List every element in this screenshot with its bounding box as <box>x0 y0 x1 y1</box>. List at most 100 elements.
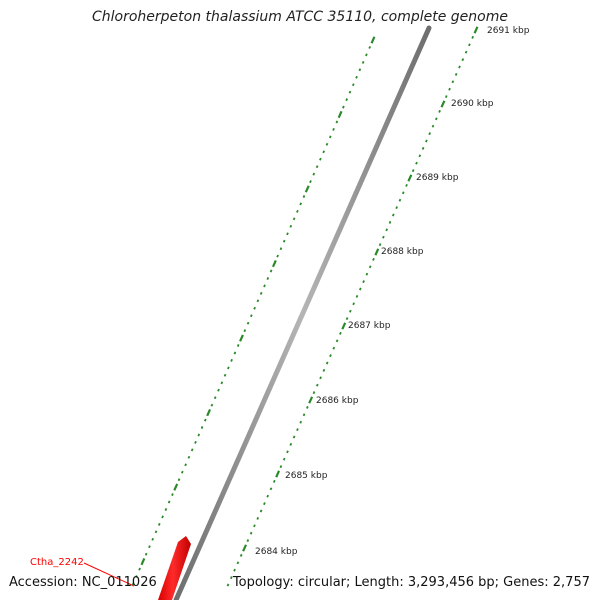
ruler-label-2685: 2685 kbp <box>285 471 328 481</box>
outer-track-major-tick <box>407 174 413 182</box>
outer-track-minor-tick <box>233 568 236 572</box>
inner-track-minor-tick <box>315 165 319 169</box>
inner-track-minor-tick <box>243 329 247 333</box>
inner-track-minor-tick <box>319 157 322 161</box>
map-title: Chloroherpeton thalassium ATCC 35110, co… <box>92 9 508 25</box>
outer-track-minor-tick <box>256 516 260 520</box>
inner-track-minor-tick <box>282 239 286 243</box>
gene-label-ctha-2242[interactable]: Ctha_2242 <box>30 557 84 568</box>
outer-track-minor-tick <box>299 420 303 424</box>
outer-track-minor-tick <box>272 479 276 483</box>
outer-track-minor-tick <box>401 191 405 195</box>
inner-track-minor-tick <box>361 60 365 64</box>
outer-track-minor-tick <box>438 109 441 113</box>
gene-feature-ctha-2242[interactable] <box>158 536 191 600</box>
inner-track-minor-tick <box>302 195 306 198</box>
outer-track-minor-tick <box>239 553 243 557</box>
inner-track-minor-tick <box>246 321 250 325</box>
outer-track-minor-tick <box>269 487 273 491</box>
inner-track-minor-tick <box>322 150 326 154</box>
inner-track-minor-tick <box>355 75 358 79</box>
outer-track-major-tick <box>374 248 380 256</box>
outer-track-minor-tick <box>382 235 385 239</box>
outer-track-minor-tick <box>246 539 250 543</box>
inner-track-minor-tick <box>263 284 266 288</box>
inner-track-minor-tick <box>184 463 187 467</box>
inner-track-major-tick <box>304 185 310 193</box>
inner-track-minor-tick <box>259 291 263 295</box>
outer-track-minor-tick <box>345 317 349 321</box>
outer-track-minor-tick <box>322 368 326 372</box>
outer-track-major-tick <box>242 544 248 552</box>
outer-track-minor-tick <box>464 50 468 54</box>
inner-track-minor-tick <box>266 277 270 280</box>
inner-track-minor-tick <box>342 105 345 109</box>
inner-track-minor-tick <box>144 552 148 556</box>
inner-track-minor-tick <box>187 455 191 459</box>
outer-track-minor-tick <box>415 161 418 165</box>
inner-track-minor-tick <box>220 381 224 385</box>
accession-label: Accession: NC_011026 <box>9 575 157 590</box>
outer-track-major-tick <box>308 396 314 404</box>
outer-track-minor-tick <box>253 524 256 528</box>
inner-track-minor-tick <box>269 269 273 273</box>
outer-track-minor-tick <box>444 95 448 99</box>
outer-track-minor-tick <box>259 509 263 513</box>
outer-track-minor-tick <box>388 220 392 224</box>
inner-track-minor-tick <box>154 530 158 534</box>
inner-track-minor-tick <box>151 537 155 541</box>
inner-track-minor-tick <box>161 515 164 519</box>
outer-track-minor-tick <box>325 361 329 365</box>
inner-track-minor-tick <box>312 172 316 176</box>
outer-track-minor-tick <box>263 502 266 506</box>
inner-track-minor-tick <box>328 135 332 139</box>
outer-track-minor-tick <box>418 154 422 158</box>
outer-track-minor-tick <box>306 405 309 409</box>
inner-track-major-tick <box>239 334 244 342</box>
outer-track-minor-tick <box>355 294 359 298</box>
inner-track-minor-tick <box>351 83 355 87</box>
outer-track-minor-tick <box>282 457 286 461</box>
ruler-label-2690: 2690 kbp <box>451 99 494 109</box>
outer-track-major-tick <box>440 100 446 108</box>
inner-track-minor-tick <box>335 120 339 124</box>
outer-track-minor-tick <box>368 265 372 269</box>
inner-track-minor-tick <box>131 582 135 586</box>
outer-track-minor-tick <box>335 339 339 343</box>
inner-track-minor-tick <box>200 426 204 429</box>
genome-backbone <box>173 25 432 600</box>
inner-track-minor-tick <box>279 247 283 251</box>
inner-track-minor-tick <box>223 373 227 377</box>
outer-track-minor-tick <box>411 169 415 173</box>
outer-track-minor-tick <box>286 450 289 454</box>
inner-track-minor-tick <box>358 68 362 72</box>
outer-track-minor-tick <box>229 576 233 580</box>
inner-track-minor-tick <box>299 202 303 206</box>
outer-track-major-tick <box>341 322 347 330</box>
inner-track-minor-tick <box>217 388 220 392</box>
inner-track-major-tick <box>206 408 212 417</box>
outer-track-minor-tick <box>461 58 465 62</box>
outer-track-minor-tick <box>329 354 332 358</box>
outer-track-minor-tick <box>352 302 355 306</box>
outer-track-minor-tick <box>385 228 389 232</box>
outer-track-minor-tick <box>372 257 375 261</box>
inner-track-minor-tick <box>134 575 138 578</box>
inner-track-minor-tick <box>345 98 349 102</box>
gene-label-leader <box>83 562 135 587</box>
outer-track-minor-tick <box>448 87 451 91</box>
outer-track-minor-tick <box>249 531 253 535</box>
inner-track-minor-tick <box>348 90 352 94</box>
outer-track-minor-tick <box>315 383 319 387</box>
inner-track-major-tick <box>271 259 277 268</box>
outer-track-minor-tick <box>431 124 435 128</box>
inner-track-minor-tick <box>157 522 161 526</box>
outer-track-minor-tick <box>292 435 296 439</box>
outer-track-minor-tick <box>236 561 240 565</box>
outer-track-minor-tick <box>319 376 322 380</box>
outer-track-major-tick <box>275 470 281 478</box>
inner-track-minor-tick <box>197 433 201 437</box>
outer-track-minor-tick <box>454 72 458 76</box>
outer-track-minor-tick <box>471 35 475 39</box>
